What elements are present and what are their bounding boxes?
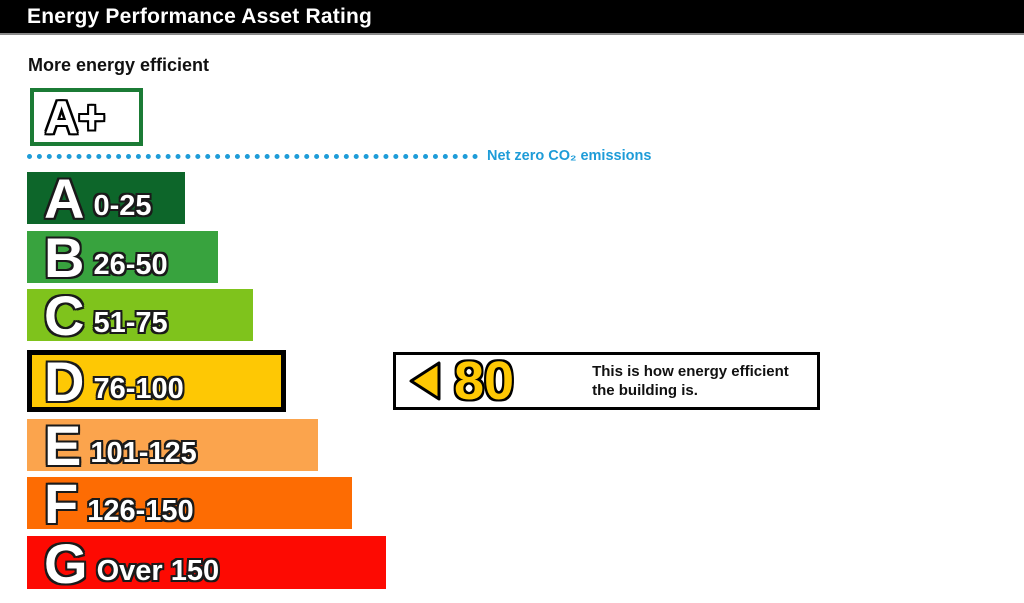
- current-rating-indicator: 80 This is how energy efficient the buil…: [393, 352, 820, 410]
- band-letter-F: F: [44, 472, 79, 535]
- band-A: A 0-25: [27, 167, 185, 230]
- aplus-label: A+: [45, 91, 106, 143]
- more-efficient-label: More energy efficient: [28, 55, 210, 75]
- band-F: F 126-150: [27, 472, 352, 535]
- band-range-D: 76-100: [93, 373, 184, 405]
- netzero-label: Net zero CO₂ emissions: [487, 148, 652, 164]
- band-range-F: 126-150: [87, 495, 194, 527]
- page-title: Energy Performance Asset Rating: [27, 5, 373, 28]
- band-letter-D: D: [44, 350, 85, 413]
- band-C: C 51-75: [27, 284, 253, 347]
- aplus-box: A+: [30, 88, 143, 146]
- rating-value: 80: [454, 351, 515, 411]
- band-E: E 101-125: [27, 414, 318, 477]
- band-range-E: 101-125: [90, 437, 197, 469]
- indicator-caption-line2: the building is.: [592, 382, 698, 399]
- band-G: G Over 150: [27, 532, 386, 595]
- indicator-caption: This is how energy efficient the buildin…: [592, 362, 789, 400]
- band-letter-G: G: [44, 532, 88, 595]
- band-letter-E: E: [44, 414, 82, 477]
- rating-bands: A 0-25 B 26-50 C 51-75 D 76-100 E 101-125 F 126-150…: [27, 0, 1024, 603]
- band-letter-B: B: [44, 226, 85, 289]
- band-range-A: 0-25: [93, 190, 152, 222]
- band-range-G: Over 150: [96, 555, 220, 587]
- band-letter-C: C: [44, 284, 85, 347]
- band-range-C: 51-75: [93, 307, 168, 339]
- band-D: D 76-100: [27, 350, 286, 412]
- band-B: B 26-50: [27, 226, 218, 289]
- band-range-B: 26-50: [93, 249, 168, 281]
- left-arrow-icon: [409, 361, 441, 401]
- netzero-dotted-line: [27, 154, 478, 159]
- header-bar: Energy Performance Asset Rating: [0, 0, 1024, 35]
- indicator-caption-line1: This is how energy efficient: [592, 363, 789, 380]
- band-letter-A: A: [44, 167, 85, 230]
